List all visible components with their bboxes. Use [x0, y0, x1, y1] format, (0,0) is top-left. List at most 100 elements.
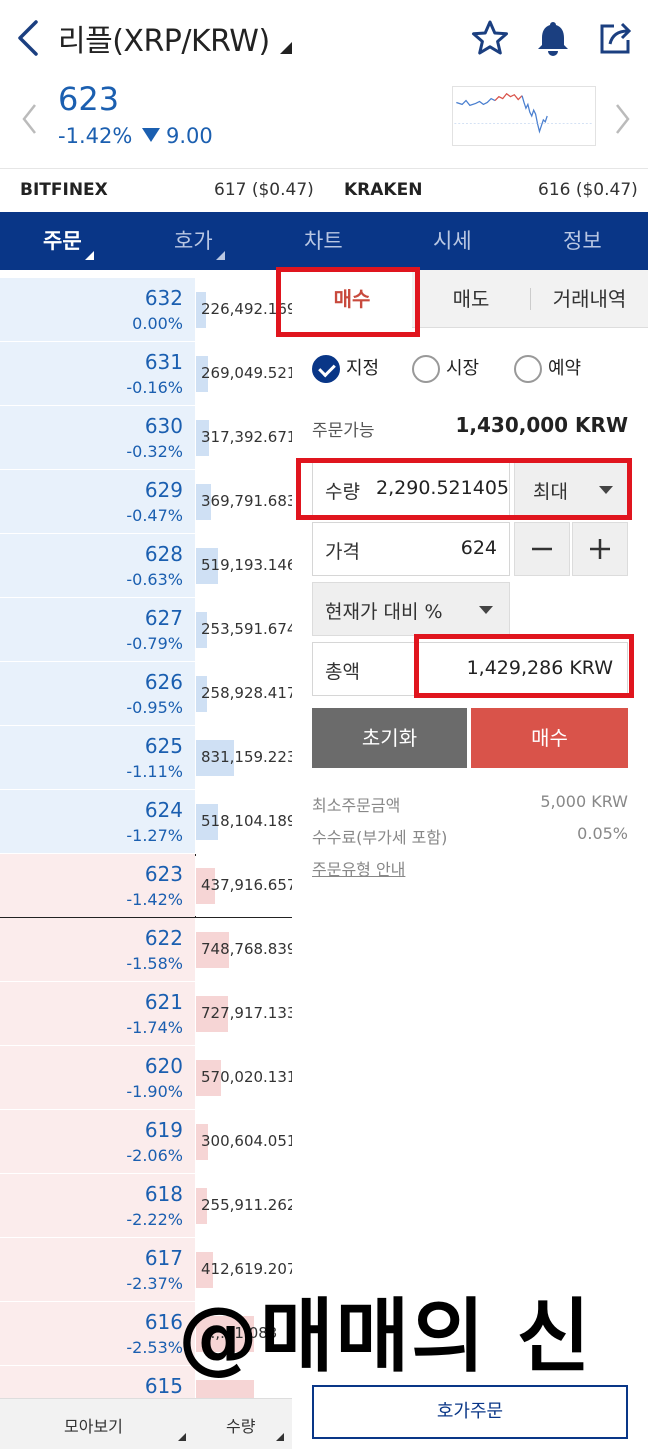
- price-field[interactable]: 가격 624: [312, 522, 510, 576]
- orderbook-row[interactable]: 618 -2.22% 255,911.262: [0, 1174, 292, 1238]
- orderbook-row[interactable]: 632 0.00% 226,492.169: [0, 278, 292, 342]
- orderbook-row[interactable]: 631 -0.16% 269,049.521: [0, 342, 292, 406]
- quantity-cell[interactable]: 317,392.671: [196, 406, 292, 469]
- row-quantity: 518,104.189: [201, 812, 292, 830]
- orderbook-row[interactable]: 617 -2.37% 412,619.207: [0, 1238, 292, 1302]
- orderbook-row[interactable]: 620 -1.90% 570,020.131: [0, 1046, 292, 1110]
- quantity-cell[interactable]: 518,104.189: [196, 790, 292, 853]
- row-price: 631: [144, 350, 183, 374]
- price-cell[interactable]: 627 -0.79%: [0, 598, 195, 661]
- orderbook-row[interactable]: 629 -0.47% 369,791.683: [0, 470, 292, 534]
- quantity-cell[interactable]: 255,911.262: [196, 1174, 292, 1237]
- coin-title[interactable]: 리플(XRP/KRW): [58, 24, 270, 59]
- fee-label: 수수료(부가세 포함): [312, 828, 448, 847]
- buy-button[interactable]: 매수: [471, 708, 628, 768]
- price-cell[interactable]: 621 -1.74%: [0, 982, 195, 1045]
- quantity-cell[interactable]: 831,159.223: [196, 726, 292, 789]
- orderbook-row[interactable]: 622 -1.58% 748,768.839: [0, 918, 292, 982]
- tab-order[interactable]: 주문: [43, 212, 94, 270]
- tab-market[interactable]: 시세: [433, 229, 472, 253]
- orderbook[interactable]: 632 0.00% 226,492.169 631 -0.16% 269,049.521 6…: [0, 278, 292, 1398]
- quantity-cell[interactable]: [196, 1366, 292, 1398]
- quantity-cell[interactable]: ...,...1.083: [196, 1302, 292, 1365]
- star-icon[interactable]: [470, 18, 510, 58]
- orderbook-row[interactable]: 621 -1.74% 727,917.133: [0, 982, 292, 1046]
- orderbook-row[interactable]: 627 -0.79% 253,591.674: [0, 598, 292, 662]
- quantity-cell[interactable]: 369,791.683: [196, 470, 292, 533]
- quantity-cell[interactable]: 727,917.133: [196, 982, 292, 1045]
- price-cell[interactable]: 622 -1.58%: [0, 918, 195, 981]
- order-type-guide-link[interactable]: 주문유형 안내: [312, 860, 406, 879]
- row-price: 620: [144, 1054, 183, 1078]
- radio-limit[interactable]: 지정: [312, 354, 379, 384]
- fee-value: 0.05%: [577, 824, 628, 843]
- orderbook-row[interactable]: 624 -1.27% 518,104.189: [0, 790, 292, 854]
- tab-buy[interactable]: 매수: [292, 270, 412, 328]
- price-cell[interactable]: 620 -1.90%: [0, 1046, 195, 1109]
- volume-bar: [196, 740, 234, 776]
- reset-button[interactable]: 초기화: [312, 708, 467, 768]
- orderbook-row[interactable]: 619 -2.06% 300,604.051: [0, 1110, 292, 1174]
- radio-reserve[interactable]: 예약: [514, 354, 581, 384]
- tab-hoga[interactable]: 호가: [174, 212, 225, 270]
- row-quantity: ...,...1.083: [201, 1324, 278, 1342]
- price-cell[interactable]: 631 -0.16%: [0, 342, 195, 405]
- tab-history[interactable]: 거래내역: [552, 287, 627, 311]
- hoga-order-button[interactable]: 호가주문: [312, 1385, 628, 1439]
- highlight-box: [414, 634, 634, 698]
- price-cell[interactable]: 618 -2.22%: [0, 1174, 195, 1237]
- quantity-cell[interactable]: 253,591.674: [196, 598, 292, 661]
- price-cell[interactable]: 623 -1.42%: [0, 854, 195, 917]
- mini-chart[interactable]: [452, 86, 596, 146]
- price-cell[interactable]: 619 -2.06%: [0, 1110, 195, 1173]
- price-cell[interactable]: 629 -0.47%: [0, 470, 195, 533]
- price-cell[interactable]: 625 -1.11%: [0, 726, 195, 789]
- price-cell[interactable]: 617 -2.37%: [0, 1238, 195, 1301]
- orderbook-row[interactable]: 623 -1.42% 437,916.657: [0, 854, 292, 918]
- back-icon[interactable]: [14, 18, 44, 58]
- price-decrease-button[interactable]: [514, 522, 570, 576]
- orderbook-row[interactable]: 628 -0.63% 519,193.146: [0, 534, 292, 598]
- price-cell[interactable]: 615: [0, 1366, 195, 1398]
- row-rate: -1.74%: [126, 1018, 183, 1037]
- title-dropdown-icon[interactable]: [280, 42, 292, 54]
- group-view-button[interactable]: 모아보기: [64, 1417, 123, 1436]
- orderbook-row[interactable]: 615: [0, 1366, 292, 1398]
- orderbook-row[interactable]: 625 -1.11% 831,159.223: [0, 726, 292, 790]
- radio-market[interactable]: 시장: [412, 354, 479, 384]
- orderbook-row[interactable]: 616 -2.53% ...,...1.083: [0, 1302, 292, 1366]
- quantity-cell[interactable]: 437,916.657: [196, 854, 292, 917]
- price-cell[interactable]: 628 -0.63%: [0, 534, 195, 597]
- percent-select[interactable]: 현재가 대비 %: [312, 582, 510, 636]
- total-field[interactable]: 총액 1,429,286 KRW: [312, 642, 628, 696]
- quantity-cell[interactable]: 412,619.207: [196, 1238, 292, 1301]
- orderbook-row[interactable]: 630 -0.32% 317,392.671: [0, 406, 292, 470]
- change-amount: 9.00: [142, 124, 213, 148]
- price-cell[interactable]: 630 -0.32%: [0, 406, 195, 469]
- price-cell[interactable]: 626 -0.95%: [0, 662, 195, 725]
- bell-icon[interactable]: [533, 18, 573, 58]
- quantity-toggle-button[interactable]: 수량: [226, 1417, 256, 1436]
- quantity-cell[interactable]: 258,928.417: [196, 662, 292, 725]
- quantity-cell[interactable]: 269,049.521: [196, 342, 292, 405]
- row-rate: -0.47%: [126, 506, 183, 525]
- tab-info[interactable]: 정보: [563, 229, 602, 253]
- quantity-cell[interactable]: 748,768.839: [196, 918, 292, 981]
- tab-sell[interactable]: 매도: [452, 287, 490, 311]
- quantity-cell[interactable]: 300,604.051: [196, 1110, 292, 1173]
- prev-coin-icon[interactable]: [20, 102, 40, 136]
- quantity-cell[interactable]: 519,193.146: [196, 534, 292, 597]
- price-cell[interactable]: 624 -1.27%: [0, 790, 195, 853]
- row-price: 623: [144, 862, 183, 886]
- row-price: 627: [144, 606, 183, 630]
- orderbook-row[interactable]: 626 -0.95% 258,928.417: [0, 662, 292, 726]
- price-increase-button[interactable]: [572, 522, 628, 576]
- price-cell[interactable]: 616 -2.53%: [0, 1302, 195, 1365]
- quantity-cell[interactable]: 570,020.131: [196, 1046, 292, 1109]
- next-coin-icon[interactable]: [612, 102, 632, 136]
- tab-chart[interactable]: 차트: [304, 229, 343, 253]
- share-icon[interactable]: [596, 18, 636, 58]
- app-header: 리플(XRP/KRW): [0, 0, 648, 80]
- row-rate: -2.37%: [126, 1274, 183, 1293]
- price-cell[interactable]: 632 0.00%: [0, 278, 195, 341]
